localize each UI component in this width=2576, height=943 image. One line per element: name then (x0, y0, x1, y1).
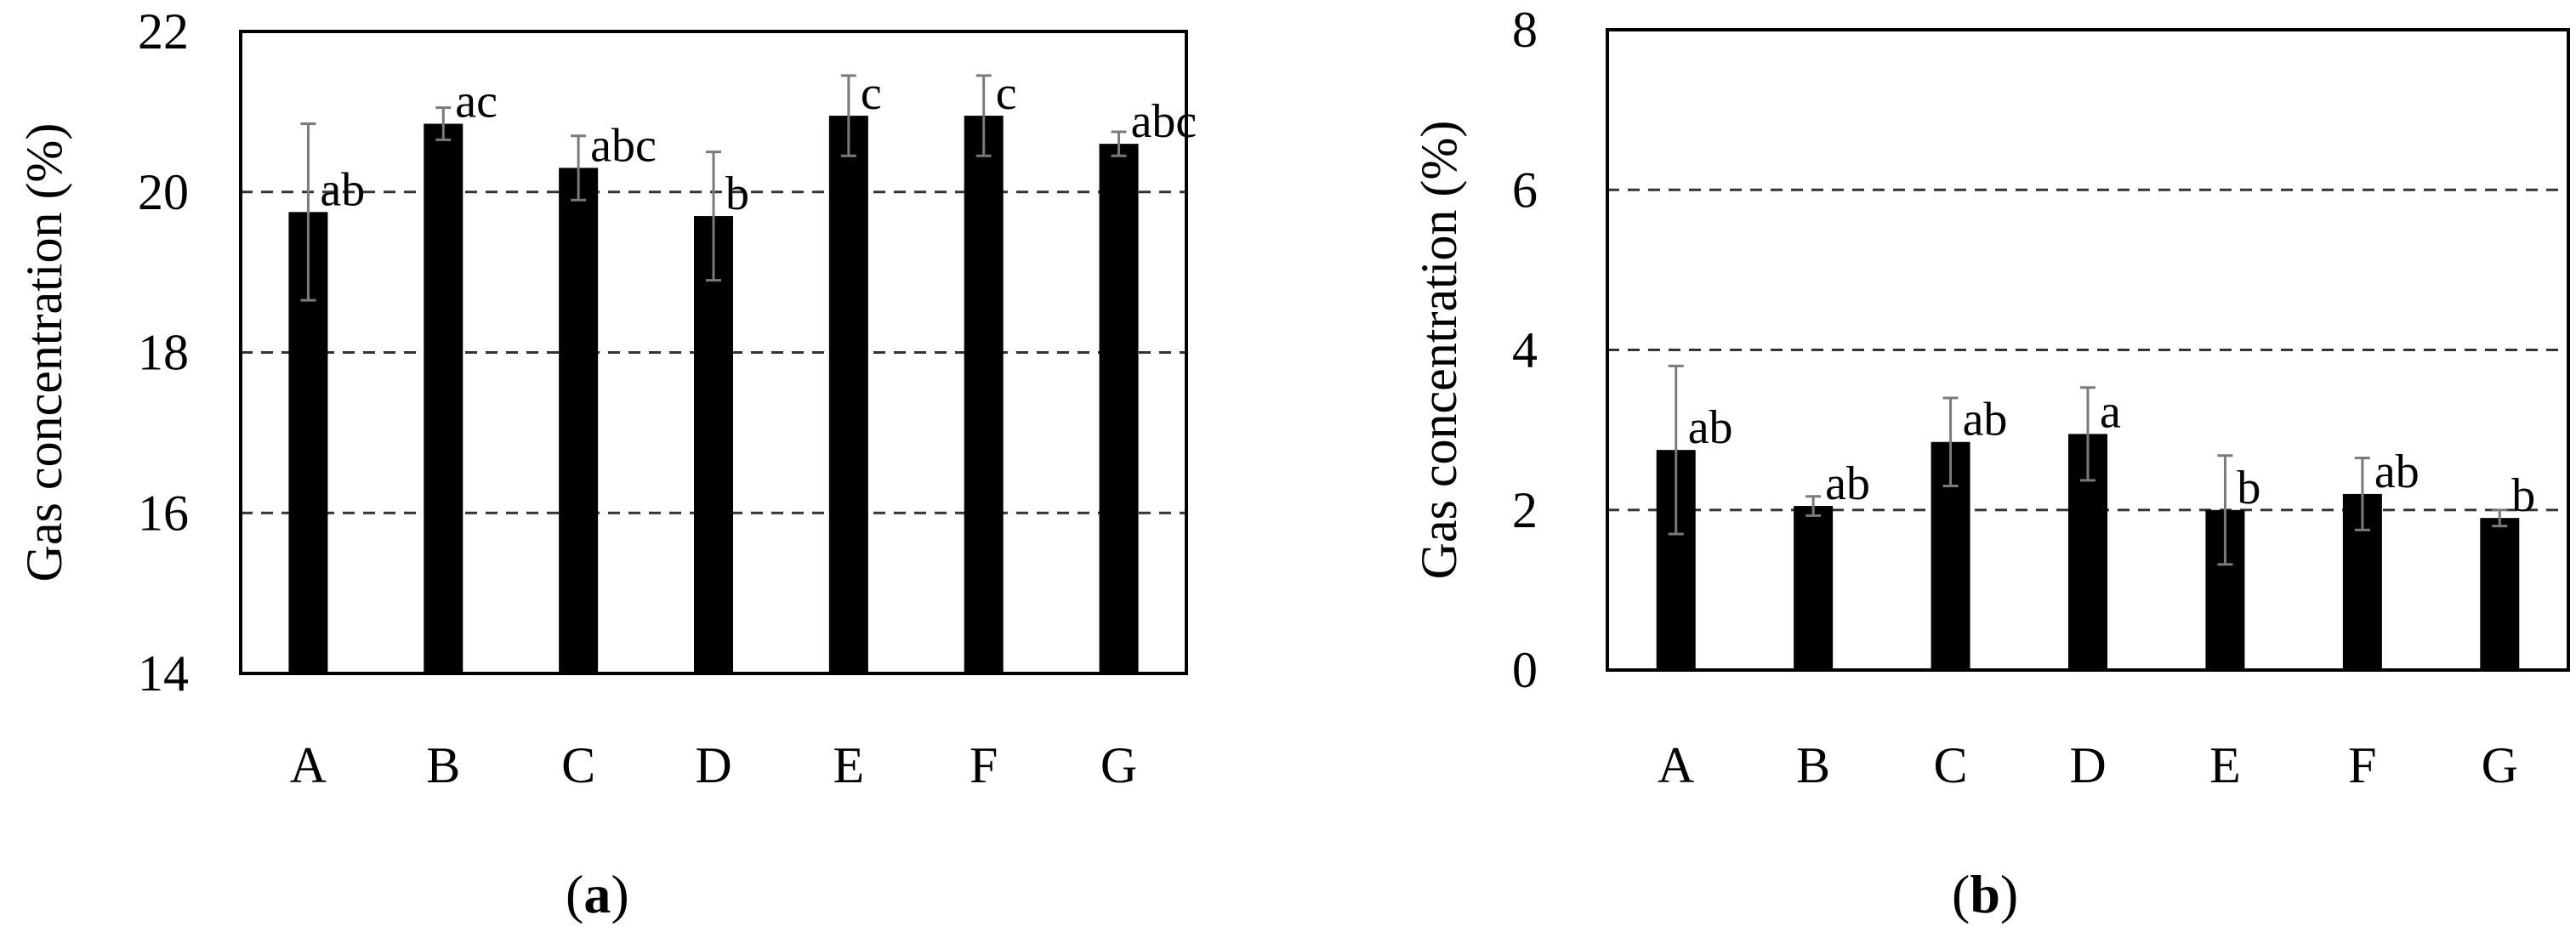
bar-G (1099, 144, 1139, 673)
x-tick-label-D: D (695, 737, 731, 793)
bar-E (828, 116, 868, 673)
bar-D (694, 216, 733, 673)
bar-F (964, 116, 1004, 673)
panel-label-b: (b) (1952, 864, 2019, 924)
y-tick-label-6: 6 (1512, 162, 1538, 218)
significance-letter-C: ab (1963, 394, 2008, 446)
x-tick-label-F: F (970, 737, 998, 793)
panel-label-a: (a) (566, 864, 629, 924)
x-tick-label-B: B (1796, 737, 1830, 793)
plot-frame (239, 30, 1188, 675)
significance-letter-F: ab (2374, 446, 2420, 498)
significance-letter-G: b (2511, 469, 2535, 522)
y-tick-label-14: 14 (138, 645, 189, 702)
y-tick-label-22: 22 (138, 3, 189, 60)
x-tick-label-B: B (426, 737, 460, 793)
plot-frame (1606, 28, 2570, 672)
x-tick-label-G: G (2482, 737, 2518, 793)
y-axis-label: Gas concentration (%) (16, 123, 72, 582)
x-tick-label-E: E (833, 737, 865, 793)
y-axis-label: Gas concentration (%) (1411, 121, 1467, 580)
x-tick-label-C: C (1934, 737, 1968, 793)
y-tick-label-16: 16 (138, 485, 189, 541)
x-tick-label-A: A (1658, 737, 1694, 793)
y-tick-label-2: 2 (1512, 482, 1538, 538)
x-tick-label-E: E (2209, 737, 2241, 793)
x-tick-label-F: F (2348, 737, 2376, 793)
bar-B (1794, 506, 1834, 670)
y-tick-label-8: 8 (1512, 2, 1538, 58)
significance-letter-C: abc (590, 119, 657, 172)
y-tick-label-0: 0 (1512, 642, 1538, 698)
significance-letter-D: a (2100, 385, 2121, 438)
x-tick-label-C: C (561, 737, 595, 793)
significance-letter-E: b (2237, 462, 2260, 514)
y-tick-label-20: 20 (138, 164, 189, 220)
significance-letter-A: ab (1688, 401, 1733, 454)
x-tick-label-D: D (2069, 737, 2106, 793)
chart-b: ab Aab Bab Ca Db Eab Fb G 0 2 4 6 8 Gas concentration… (1411, 2, 2570, 793)
panel-label-a-letter: a (583, 864, 611, 924)
y-tick-label-4: 4 (1512, 322, 1538, 378)
significance-letter-A: ab (320, 163, 365, 216)
significance-letter-F: c (996, 67, 1017, 120)
panel-label-b-letter: b (1970, 864, 2000, 924)
significance-letter-E: c (861, 67, 882, 120)
significance-letter-D: b (725, 168, 749, 220)
y-tick-label-18: 18 (138, 325, 189, 381)
significance-letter-B: ac (455, 76, 498, 128)
significance-letter-B: ab (1825, 457, 1870, 510)
bar-B (424, 123, 463, 673)
bar-C (559, 168, 599, 673)
bar-G (2480, 518, 2520, 670)
x-tick-label-G: G (1100, 737, 1137, 793)
x-tick-label-A: A (290, 737, 327, 793)
